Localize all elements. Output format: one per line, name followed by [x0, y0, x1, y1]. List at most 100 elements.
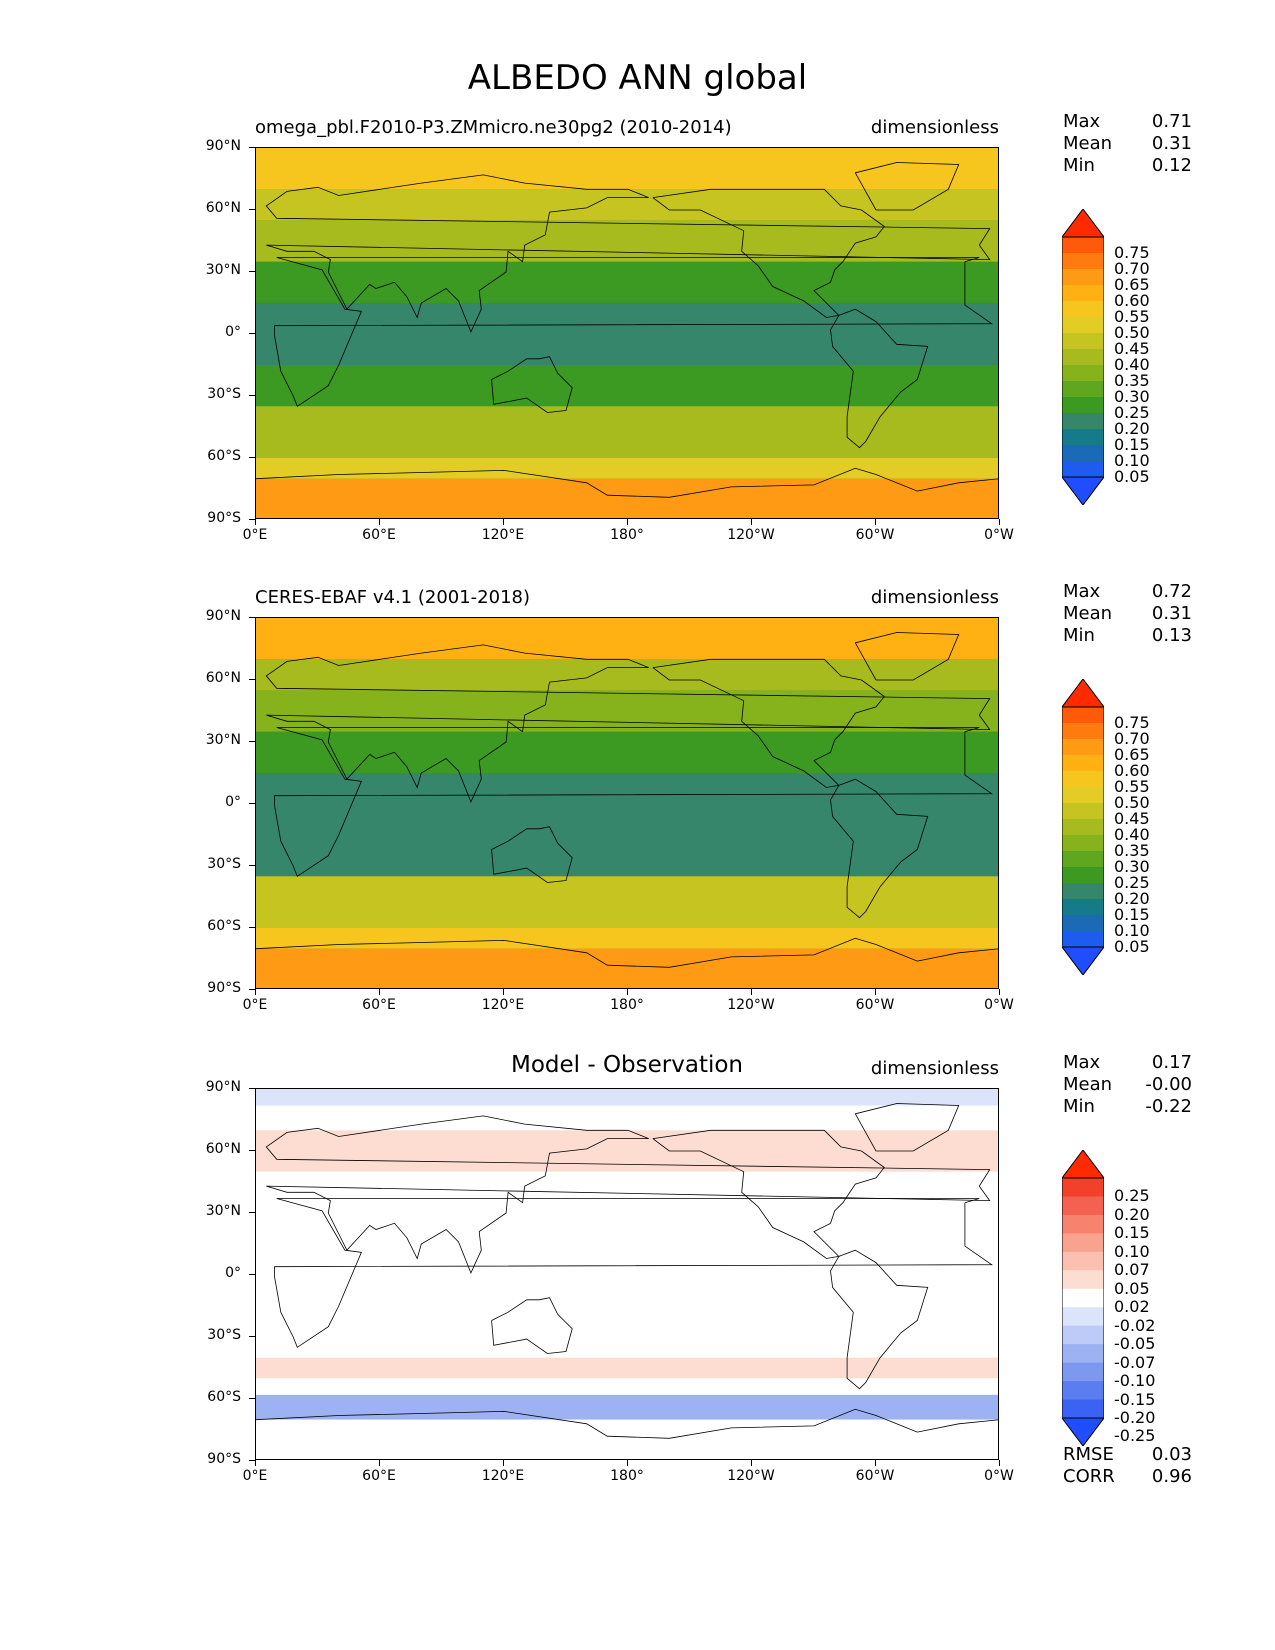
colorbar-label: -0.10: [1114, 1371, 1156, 1391]
colorbar-label: 0.40: [1114, 355, 1150, 374]
colorbar-label: 0.07: [1114, 1260, 1150, 1280]
panel-title: omega_pbl.F2010-P3.ZMmicro.ne30pg2 (2010…: [255, 117, 732, 138]
y-tick-mark: [249, 1212, 255, 1213]
y-tick-mark: [249, 333, 255, 334]
y-tick-mark: [249, 679, 255, 680]
x-tick-mark: [627, 1460, 628, 1466]
x-tick-mark: [255, 519, 256, 525]
colorbar-label: 0.15: [1114, 1223, 1150, 1243]
corr-label: CORR: [1063, 1466, 1115, 1487]
y-tick-mark: [249, 1150, 255, 1151]
colorbar-label: 0.70: [1114, 259, 1150, 278]
colorbar-label: 0.25: [1114, 403, 1150, 422]
colorbar-swatch-13: [1062, 1399, 1104, 1419]
mean-label: Mean: [1063, 603, 1113, 624]
zonal-band-6: [256, 406, 998, 458]
x-tick-mark: [999, 1460, 1000, 1466]
colorbar-label: 0.15: [1114, 905, 1150, 924]
y-tick-label: 0°: [225, 324, 241, 340]
colorbar-swatch-6: [1062, 787, 1104, 804]
coastline-5: [854, 1103, 960, 1152]
colorbar-label: 0.60: [1114, 291, 1150, 310]
y-tick-label: 60°N: [205, 670, 241, 686]
min-value: -0.22: [1145, 1096, 1192, 1117]
colorbar-label: -0.02: [1114, 1315, 1156, 1335]
x-tick-label: 120°W: [727, 997, 775, 1013]
x-tick-label: 0°E: [242, 527, 268, 543]
x-tick-label: 0°W: [984, 997, 1014, 1013]
colorbar-label: -0.07: [1114, 1352, 1156, 1372]
y-tick-label: 30°S: [207, 386, 241, 402]
mean-value: 0.31: [1151, 603, 1192, 624]
map-plot[interactable]: [255, 147, 999, 519]
x-tick-label: 0°E: [242, 997, 268, 1013]
figure-title: ALBEDO ANN global: [467, 58, 808, 98]
colorbar-under: [1061, 476, 1105, 506]
zonal-band-1: [256, 659, 998, 691]
coastline-6: [256, 1408, 998, 1439]
mean-label: Mean: [1063, 1074, 1113, 1095]
zonal-band-6: [256, 1419, 998, 1459]
colorbar-swatch-9: [1062, 835, 1104, 852]
colorbar-label: 0.45: [1114, 339, 1150, 358]
y-tick-label: 90°N: [205, 608, 241, 624]
x-tick-mark: [875, 989, 876, 995]
zonal-band-1: [256, 1130, 998, 1172]
x-tick-mark: [503, 1460, 504, 1466]
colorbar-over: [1061, 208, 1105, 238]
y-tick-label: 30°N: [205, 732, 241, 748]
rmse-value: 0.03: [1151, 1444, 1192, 1465]
y-tick-label: 90°N: [205, 1079, 241, 1095]
y-tick-mark: [249, 147, 255, 148]
y-tick-mark: [249, 1088, 255, 1089]
x-tick-label: 120°E: [481, 1468, 525, 1484]
max-value: 0.17: [1151, 1052, 1192, 1073]
colorbar-label: 0.20: [1114, 419, 1150, 438]
colorbar-swatch-1: [1062, 707, 1104, 724]
y-tick-mark: [249, 989, 255, 990]
y-tick-label: 0°: [225, 1265, 241, 1281]
x-tick-mark: [503, 519, 504, 525]
zonal-band-7: [256, 928, 998, 949]
x-tick-label: 180°: [610, 527, 644, 543]
y-tick-mark: [249, 519, 255, 520]
colorbar-swatch-14: [1062, 445, 1104, 462]
zonal-band-5: [256, 365, 998, 407]
units-label: dimensionless: [870, 117, 999, 138]
max-value: 0.71: [1151, 111, 1192, 132]
colorbar-label: 0.05: [1114, 467, 1150, 486]
colorbar-swatch-11: [1062, 867, 1104, 884]
mean-value: -0.00: [1145, 1074, 1192, 1095]
y-tick-mark: [249, 803, 255, 804]
colorbar-swatch-14: [1062, 915, 1104, 932]
colorbar-swatch-9: [1062, 1325, 1104, 1345]
colorbar-label: 0.55: [1114, 777, 1150, 796]
colorbar-over: [1061, 1149, 1105, 1179]
y-tick-mark: [249, 1398, 255, 1399]
panel-observation: CERES-EBAF v4.1 (2001-2018) dimensionles…: [0, 581, 1275, 1047]
map-plot[interactable]: [255, 617, 999, 989]
zonal-band-4: [256, 1378, 998, 1395]
map-svg: [256, 618, 998, 988]
colorbar-swatch-6: [1062, 317, 1104, 334]
map-plot[interactable]: [255, 1088, 999, 1460]
x-tick-mark: [255, 1460, 256, 1466]
max-value: 0.72: [1151, 581, 1192, 602]
x-tick-mark: [875, 519, 876, 525]
y-tick-mark: [249, 209, 255, 210]
y-tick-mark: [249, 457, 255, 458]
colorbar-svg: [1061, 678, 1105, 976]
map-svg: [256, 1089, 998, 1459]
zonal-band-5: [256, 835, 998, 877]
x-tick-label: 120°W: [727, 527, 775, 543]
y-tick-label: 0°: [225, 794, 241, 810]
colorbar-label: 0.35: [1114, 371, 1150, 390]
colorbar-label: 0.02: [1114, 1297, 1150, 1317]
x-tick-label: 180°: [610, 1468, 644, 1484]
x-tick-mark: [503, 989, 504, 995]
y-tick-label: 30°N: [205, 1203, 241, 1219]
y-tick-mark: [249, 617, 255, 618]
colorbar-under: [1061, 946, 1105, 976]
coastline-2: [652, 1129, 885, 1259]
x-tick-mark: [999, 519, 1000, 525]
